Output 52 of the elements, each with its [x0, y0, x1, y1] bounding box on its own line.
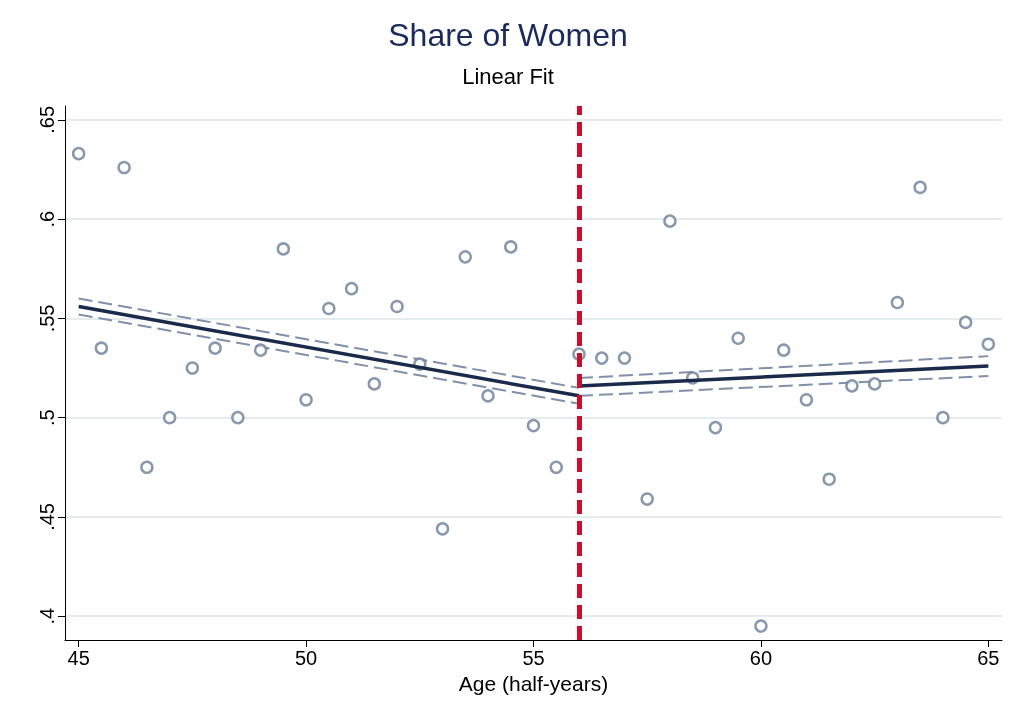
point	[799, 393, 814, 407]
x-axis-title: Age (half-years)	[458, 671, 609, 695]
point	[549, 460, 563, 475]
point	[958, 315, 973, 330]
point	[390, 299, 404, 314]
x-tick-label: 50	[294, 647, 318, 669]
point	[913, 180, 927, 195]
point	[504, 240, 518, 254]
point	[526, 418, 541, 433]
point	[754, 619, 768, 633]
point	[708, 420, 723, 435]
point	[94, 341, 109, 355]
point	[208, 341, 222, 355]
point	[890, 295, 905, 310]
point	[845, 379, 859, 393]
point	[231, 410, 245, 425]
point	[594, 351, 609, 365]
point	[276, 242, 291, 256]
point	[663, 214, 677, 228]
point	[344, 281, 359, 296]
point	[435, 522, 450, 536]
y-tick-label: .6	[36, 210, 58, 228]
point	[822, 472, 836, 486]
point	[299, 393, 313, 407]
point	[367, 377, 382, 391]
chart-subtitle: Linear Fit	[462, 63, 554, 89]
point	[640, 492, 654, 506]
y-tick-label: .65	[36, 105, 58, 134]
point	[776, 343, 791, 357]
x-tick-label: 65	[977, 647, 1000, 669]
point	[481, 389, 495, 403]
point	[936, 410, 950, 425]
point	[867, 377, 882, 391]
point	[322, 301, 336, 316]
point	[731, 331, 745, 346]
point	[253, 343, 268, 357]
y-tick-label: .45	[36, 503, 58, 531]
point	[140, 460, 154, 475]
point	[185, 361, 200, 375]
point	[162, 410, 177, 425]
point	[458, 250, 473, 264]
point	[71, 146, 86, 161]
point	[117, 160, 131, 175]
point	[981, 337, 996, 351]
x-tick-label: 60	[749, 647, 773, 669]
point	[617, 351, 632, 365]
y-tick-label: .55	[36, 304, 58, 333]
y-tick-label: .5	[36, 409, 58, 427]
x-tick-label: 45	[67, 647, 90, 669]
chart-title: Share of Women	[388, 17, 628, 53]
x-tick-label: 55	[522, 647, 545, 669]
y-tick-label: .4	[36, 607, 58, 625]
